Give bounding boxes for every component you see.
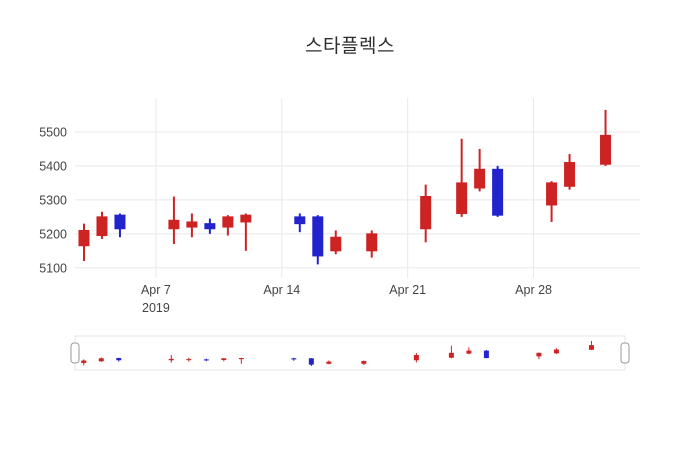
candles xyxy=(78,109,612,265)
candlestick xyxy=(474,148,486,192)
x-tick-label: Apr 14 xyxy=(263,283,300,297)
rangeslider-candle xyxy=(361,360,367,365)
x-axis: Apr 7 2019 Apr 14 Apr 21 Apr 28 xyxy=(141,283,552,315)
candlestick xyxy=(366,230,378,258)
y-tick-label: 5100 xyxy=(39,261,67,275)
gridlines xyxy=(75,98,640,278)
candlestick xyxy=(222,215,234,236)
y-tick-label: 5300 xyxy=(39,193,67,207)
candlestick xyxy=(204,218,216,234)
rangeslider-candle xyxy=(168,355,174,363)
plot-drag-area[interactable] xyxy=(75,98,640,278)
candlestick xyxy=(546,181,558,222)
candlestick xyxy=(294,213,306,233)
candlestick xyxy=(330,230,342,255)
y-axis: 5100 5200 5300 5400 5500 xyxy=(39,125,67,275)
rangeslider-candle xyxy=(553,348,559,354)
rangeslider xyxy=(70,335,630,371)
rangeslider-candle xyxy=(326,360,332,365)
rangeslider-handle-right[interactable] xyxy=(620,342,630,364)
y-tick-label: 5400 xyxy=(39,159,67,173)
rangeslider-candle xyxy=(291,357,297,361)
rangeslider-candle xyxy=(81,359,87,366)
rangeslider-drag-area[interactable] xyxy=(75,336,625,370)
rangeslider-candle xyxy=(483,350,489,359)
candlestick xyxy=(78,223,90,262)
rangeslider-candle xyxy=(98,357,104,362)
rangeslider-candle xyxy=(536,352,542,360)
candlestick xyxy=(564,154,576,190)
x-tick-label: Apr 21 xyxy=(389,283,426,297)
candlestick xyxy=(492,165,504,217)
rangeslider-candle xyxy=(308,358,314,366)
rangeslider-candle xyxy=(221,358,227,362)
rangeslider-candle xyxy=(238,357,244,364)
rangeslider-handle-left[interactable] xyxy=(70,342,80,364)
candlestick xyxy=(312,215,324,265)
rangeslider-candle xyxy=(203,358,209,362)
rangeslider-candle xyxy=(413,353,419,363)
candlestick xyxy=(114,213,126,238)
x-tick-label: Apr 28 xyxy=(515,283,552,297)
candlestick xyxy=(456,138,468,217)
rangeslider-candle xyxy=(588,341,594,351)
rangeslider-candle xyxy=(116,357,122,362)
x-tick-label: Apr 7 xyxy=(141,283,171,297)
rangeslider-candle xyxy=(466,347,472,355)
candlestick xyxy=(168,196,180,245)
rangeslider-candle xyxy=(448,345,454,359)
y-tick-label: 5500 xyxy=(39,125,67,139)
candlestick xyxy=(600,109,612,166)
candlestick xyxy=(420,184,432,243)
x-tick-year-label: 2019 xyxy=(142,301,170,315)
rangeslider-candle xyxy=(186,357,192,362)
y-tick-label: 5200 xyxy=(39,227,67,241)
candlestick xyxy=(240,213,252,251)
chart-title: 스타플렉스 xyxy=(305,36,395,57)
candlestick xyxy=(186,213,198,238)
candlestick xyxy=(96,211,108,239)
